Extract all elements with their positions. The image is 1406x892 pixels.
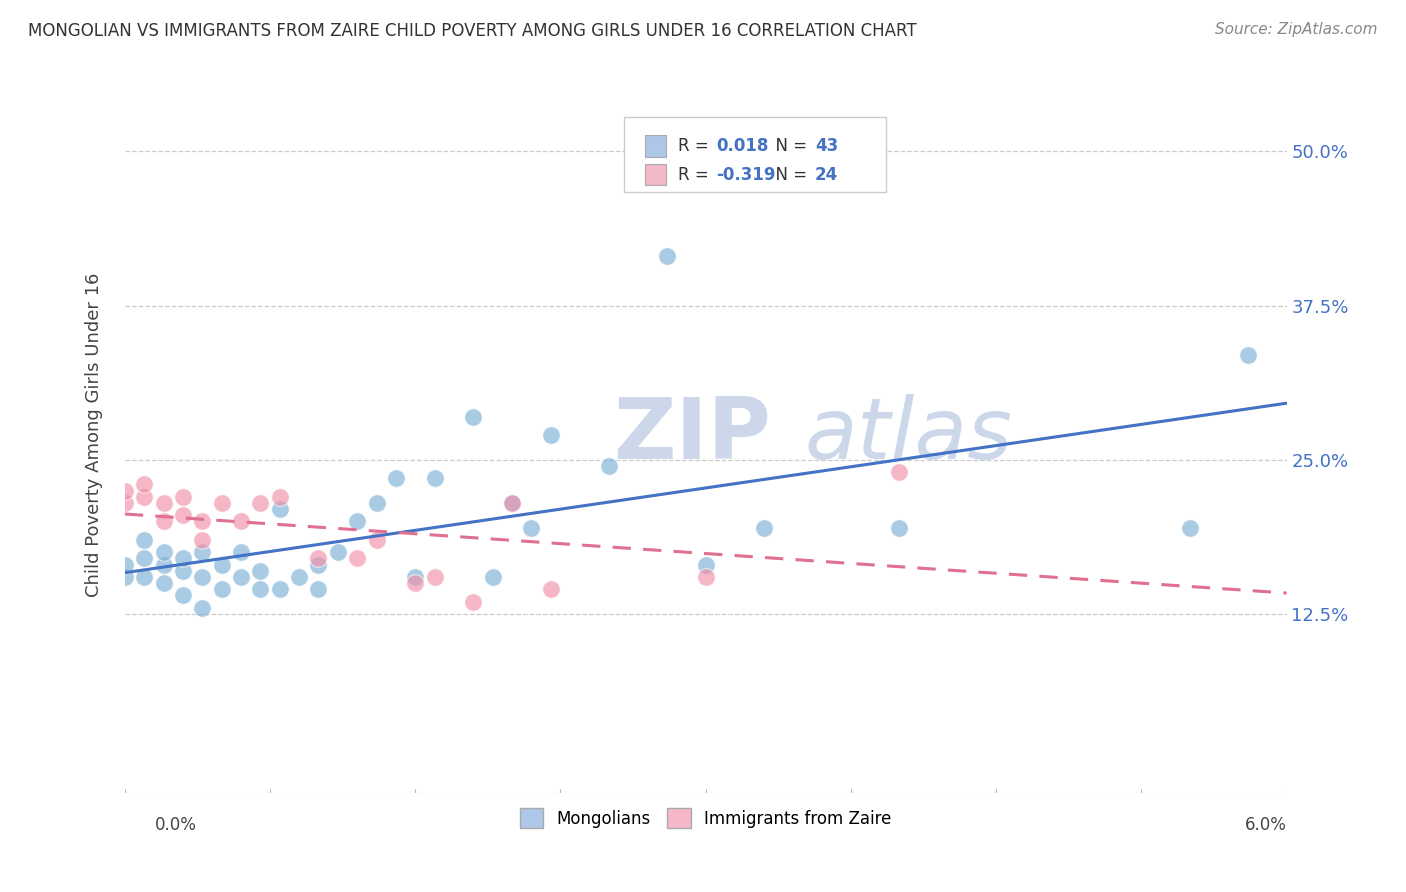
Point bbox=[540, 428, 562, 442]
Point bbox=[404, 576, 426, 591]
Point bbox=[172, 564, 194, 578]
Point bbox=[540, 582, 562, 597]
Point bbox=[423, 570, 446, 584]
Point bbox=[152, 496, 174, 510]
Point bbox=[1178, 520, 1201, 534]
Point bbox=[134, 477, 156, 491]
Point bbox=[211, 558, 233, 572]
Point bbox=[655, 249, 678, 263]
Point bbox=[481, 570, 503, 584]
Point bbox=[211, 582, 233, 597]
Point bbox=[191, 533, 214, 547]
Text: 6.0%: 6.0% bbox=[1244, 816, 1286, 834]
FancyBboxPatch shape bbox=[645, 164, 666, 186]
Point bbox=[152, 545, 174, 559]
Y-axis label: Child Poverty Among Girls Under 16: Child Poverty Among Girls Under 16 bbox=[86, 273, 103, 598]
Point bbox=[889, 520, 911, 534]
Point bbox=[346, 551, 368, 566]
Point bbox=[134, 570, 156, 584]
Point bbox=[366, 496, 388, 510]
Point bbox=[463, 594, 485, 608]
Point bbox=[288, 570, 311, 584]
Point bbox=[229, 570, 252, 584]
Point bbox=[152, 514, 174, 528]
Point bbox=[191, 545, 214, 559]
Point bbox=[404, 570, 426, 584]
Text: N =: N = bbox=[765, 166, 813, 184]
Point bbox=[114, 496, 136, 510]
Point bbox=[889, 465, 911, 479]
Text: -0.319: -0.319 bbox=[716, 166, 776, 184]
Text: Source: ZipAtlas.com: Source: ZipAtlas.com bbox=[1215, 22, 1378, 37]
Point bbox=[211, 496, 233, 510]
Text: 0.018: 0.018 bbox=[716, 137, 769, 155]
Point bbox=[172, 588, 194, 602]
Point bbox=[501, 496, 523, 510]
Text: MONGOLIAN VS IMMIGRANTS FROM ZAIRE CHILD POVERTY AMONG GIRLS UNDER 16 CORRELATIO: MONGOLIAN VS IMMIGRANTS FROM ZAIRE CHILD… bbox=[28, 22, 917, 40]
Point bbox=[385, 471, 408, 485]
Point bbox=[249, 496, 271, 510]
Point bbox=[152, 558, 174, 572]
Point bbox=[134, 490, 156, 504]
Point bbox=[114, 558, 136, 572]
Point bbox=[269, 490, 291, 504]
Text: 0.0%: 0.0% bbox=[155, 816, 197, 834]
Text: ZIP: ZIP bbox=[613, 393, 770, 476]
Text: atlas: atlas bbox=[804, 393, 1012, 476]
Point bbox=[269, 502, 291, 516]
Point bbox=[191, 570, 214, 584]
Point bbox=[1237, 348, 1260, 362]
Point bbox=[366, 533, 388, 547]
Text: 43: 43 bbox=[815, 137, 838, 155]
Point bbox=[249, 564, 271, 578]
Point bbox=[134, 533, 156, 547]
Point bbox=[423, 471, 446, 485]
Point bbox=[520, 520, 543, 534]
Point bbox=[114, 483, 136, 498]
Point bbox=[307, 551, 329, 566]
Point bbox=[172, 490, 194, 504]
Point bbox=[326, 545, 349, 559]
FancyBboxPatch shape bbox=[624, 117, 886, 192]
Point bbox=[134, 551, 156, 566]
Point bbox=[249, 582, 271, 597]
Point bbox=[152, 576, 174, 591]
Point bbox=[269, 582, 291, 597]
Point bbox=[346, 514, 368, 528]
Point bbox=[501, 496, 523, 510]
Point bbox=[114, 570, 136, 584]
Point bbox=[172, 551, 194, 566]
Point bbox=[307, 558, 329, 572]
Legend: Mongolians, Immigrants from Zaire: Mongolians, Immigrants from Zaire bbox=[513, 802, 898, 834]
FancyBboxPatch shape bbox=[645, 136, 666, 157]
Point bbox=[307, 582, 329, 597]
Text: 24: 24 bbox=[815, 166, 838, 184]
Text: R =: R = bbox=[678, 137, 714, 155]
Text: R =: R = bbox=[678, 166, 714, 184]
Point bbox=[191, 600, 214, 615]
Point bbox=[598, 458, 620, 473]
Point bbox=[695, 558, 717, 572]
Point bbox=[229, 514, 252, 528]
Text: N =: N = bbox=[765, 137, 813, 155]
Point bbox=[695, 570, 717, 584]
Point bbox=[229, 545, 252, 559]
Point bbox=[172, 508, 194, 523]
Point bbox=[191, 514, 214, 528]
Point bbox=[463, 409, 485, 424]
Point bbox=[752, 520, 775, 534]
